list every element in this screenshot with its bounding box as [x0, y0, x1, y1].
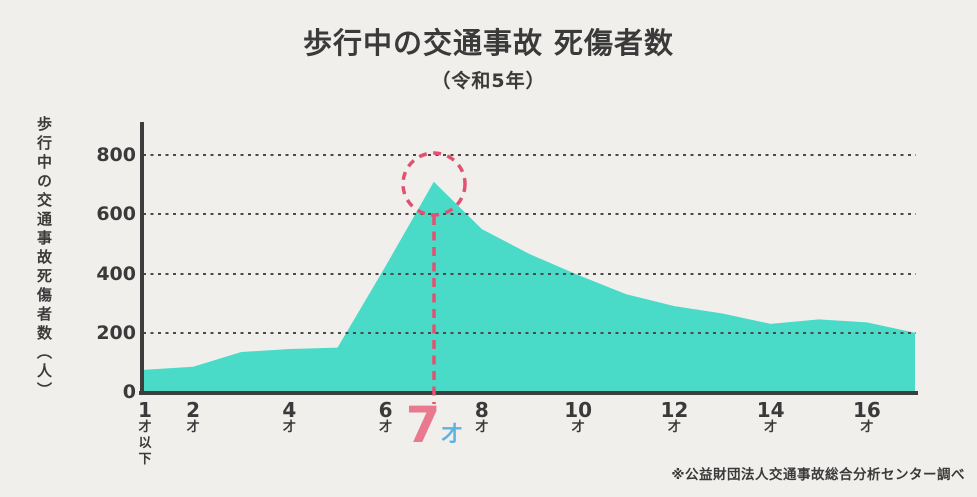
y-axis-line	[140, 122, 144, 395]
x-tick-number: 1	[138, 398, 152, 422]
chart-subtitle: （令和5年）	[431, 70, 546, 92]
source-note: ※公益財団法人交通事故総合分析センター調べ	[671, 467, 965, 483]
x-tick-label: 14 才	[747, 400, 795, 436]
peak-highlight-circle	[401, 151, 467, 217]
x-tick-number: 16	[852, 398, 881, 422]
highlighted-age-label: 7 才	[402, 392, 466, 452]
x-tick-number: 6	[378, 398, 393, 422]
x-tick-unit: 才	[379, 420, 393, 435]
x-tick-number: 12	[660, 398, 689, 422]
y-tick-label: 0	[122, 381, 136, 403]
x-tick-unit: 才	[186, 420, 200, 435]
x-tick-label: 16 才	[843, 400, 891, 436]
x-tick-unit: 才	[475, 420, 489, 435]
x-tick-number: 14	[756, 398, 785, 422]
y-axis-title: 歩行中の交通事故死傷者数（人）	[35, 116, 53, 401]
x-tick-unit: 才	[764, 420, 778, 435]
x-tick-unit: 才	[282, 420, 296, 435]
gridline	[143, 331, 916, 334]
x-tick-unit: 下	[138, 452, 152, 467]
gridline	[143, 213, 916, 216]
x-tick-number: 10	[564, 398, 593, 422]
highlighted-age-number: 7	[405, 396, 441, 454]
x-tick-unit: 以	[138, 436, 152, 451]
x-tick-unit: 才	[571, 420, 585, 435]
gridline	[143, 272, 916, 275]
x-tick-number: 2	[186, 398, 201, 422]
y-tick-label: 600	[96, 203, 136, 226]
casualty-area-series	[143, 181, 915, 393]
x-tick-unit: 才	[860, 420, 874, 435]
y-tick-label: 800	[96, 144, 136, 166]
highlighted-age-unit: 才	[441, 422, 463, 446]
page-title: 歩行中の交通事故 死傷者数	[302, 26, 675, 60]
x-tick-label: 10 才	[554, 400, 602, 436]
x-axis-line	[139, 391, 918, 395]
y-tick-label: 400	[96, 262, 136, 285]
x-tick-label: 12 才	[650, 400, 698, 436]
x-tick-number: 4	[282, 398, 297, 422]
x-tick-number: 8	[474, 398, 489, 422]
x-tick-unit: 才	[138, 420, 152, 435]
gridline	[143, 154, 916, 156]
x-tick-unit: 才	[667, 420, 681, 435]
y-tick-label: 200	[96, 321, 136, 344]
